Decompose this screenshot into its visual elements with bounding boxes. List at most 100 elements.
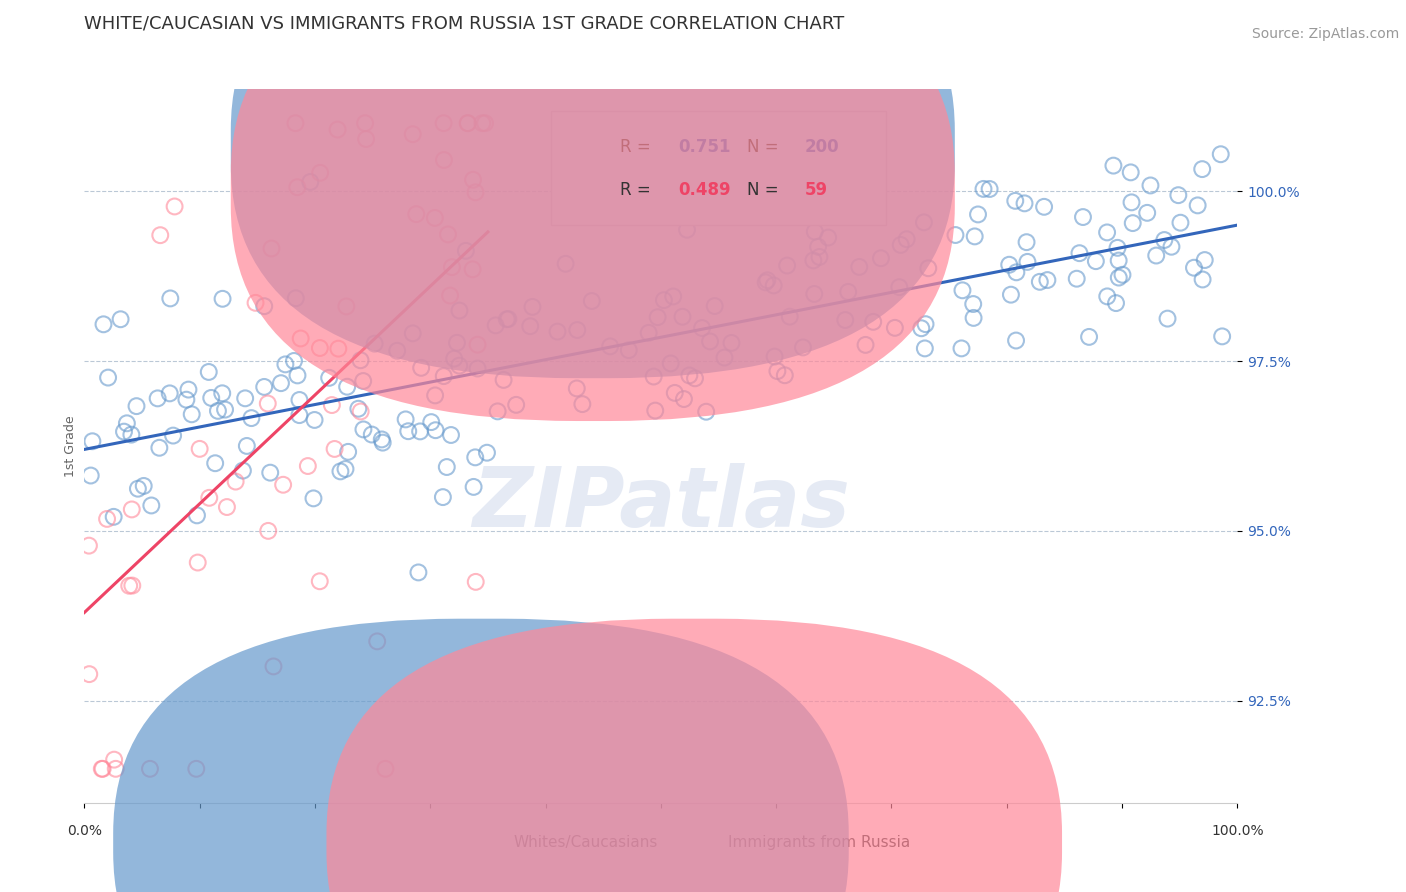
Point [967,207,990,221]
Point [1209,147,1232,161]
Point [834,313,856,327]
Point [425,423,447,437]
Point [571,397,593,411]
Point [374,762,396,776]
Point [505,398,527,412]
Point [917,261,939,276]
Point [1105,296,1128,310]
Point [890,238,912,252]
Point [352,374,374,388]
Point [409,425,432,439]
FancyBboxPatch shape [114,619,849,892]
Point [896,232,918,246]
Point [1107,241,1129,255]
Point [335,300,357,314]
Point [756,273,779,287]
Point [263,659,285,673]
Point [862,315,884,329]
Text: N =: N = [748,138,779,156]
Point [236,439,259,453]
Point [354,132,377,146]
Point [443,351,465,366]
Point [950,342,973,356]
Point [1122,216,1144,230]
Point [1139,178,1161,193]
Point [177,383,200,397]
Point [433,153,456,167]
Point [186,762,208,776]
Point [1153,233,1175,247]
Point [519,319,541,334]
Point [290,331,312,345]
Point [285,180,308,194]
Point [256,396,278,410]
Point [695,405,717,419]
Point [103,753,125,767]
Point [225,475,247,489]
Point [440,428,463,442]
Point [803,225,825,239]
Point [159,386,181,401]
Point [433,369,456,384]
Point [366,634,388,648]
Point [643,369,665,384]
Point [1121,195,1143,210]
Point [146,392,169,406]
Point [245,295,267,310]
Point [423,388,446,402]
Point [449,303,471,318]
Point [474,116,496,130]
Point [297,458,319,473]
Point [284,291,307,305]
Point [132,479,155,493]
Point [1194,253,1216,268]
Point [870,252,893,266]
Point [1069,246,1091,260]
Point [253,380,276,394]
Text: WHITE/CAUCASIAN VS IMMIGRANTS FROM RUSSIA 1ST GRADE CORRELATION CHART: WHITE/CAUCASIAN VS IMMIGRANTS FROM RUSSI… [84,14,845,32]
Text: 0.0%: 0.0% [67,824,101,838]
Point [883,321,905,335]
Point [522,300,544,314]
Point [1005,265,1028,279]
Point [104,762,127,776]
Point [329,464,352,478]
Point [547,325,569,339]
Point [464,186,486,200]
Point [309,341,332,355]
Point [457,116,479,130]
Point [240,411,263,425]
Point [215,500,238,514]
Point [176,392,198,407]
Point [112,425,135,439]
Point [90,762,112,776]
Point [713,351,735,365]
Point [411,360,433,375]
Point [962,297,984,311]
Point [963,229,986,244]
Text: Immigrants from Russia: Immigrants from Russia [728,835,910,850]
Point [952,283,974,297]
Point [471,116,494,130]
Point [257,524,280,538]
Point [1170,216,1192,230]
Point [91,762,114,776]
Point [204,456,226,470]
Point [103,509,125,524]
Point [1017,255,1039,269]
Point [567,323,589,337]
Point [214,402,236,417]
Point [371,433,394,447]
Point [260,242,283,256]
Point [337,445,360,459]
Point [803,287,825,301]
Point [149,228,172,243]
Point [962,310,984,325]
Point [464,574,486,589]
Point [1102,159,1125,173]
Point [1191,162,1213,177]
Point [1111,268,1133,282]
Point [690,321,713,335]
Point [664,385,686,400]
Text: 59: 59 [806,181,828,199]
